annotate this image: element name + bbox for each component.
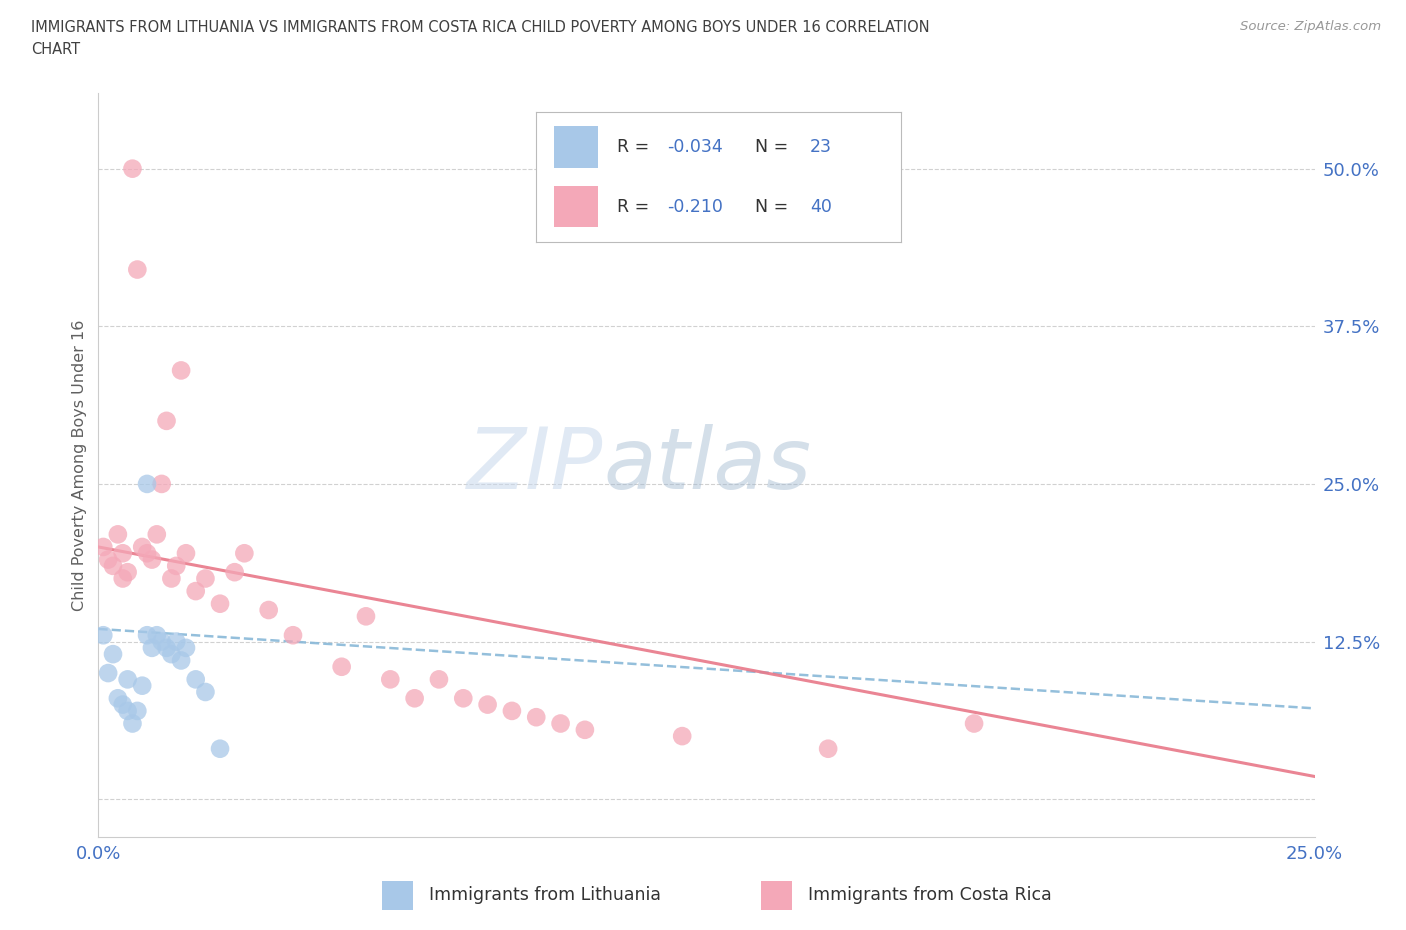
Point xyxy=(194,571,217,586)
FancyBboxPatch shape xyxy=(382,881,413,910)
Point xyxy=(141,641,163,656)
Text: Immigrants from Lithuania: Immigrants from Lithuania xyxy=(429,886,661,904)
Point xyxy=(107,527,129,542)
Point xyxy=(107,691,129,706)
Point xyxy=(817,741,839,756)
Point xyxy=(111,571,134,586)
Point xyxy=(194,684,217,699)
Point xyxy=(97,666,120,681)
Point xyxy=(131,539,153,554)
FancyBboxPatch shape xyxy=(762,881,793,910)
Point xyxy=(127,703,149,718)
Point xyxy=(136,628,159,643)
Point xyxy=(91,539,114,554)
Point xyxy=(111,698,134,712)
Point xyxy=(671,729,693,744)
Point xyxy=(524,710,547,724)
Point xyxy=(117,565,139,579)
Point xyxy=(330,659,353,674)
Point xyxy=(453,691,475,706)
Point xyxy=(131,678,153,693)
Point xyxy=(209,596,232,611)
Point xyxy=(117,703,139,718)
Point xyxy=(160,646,183,661)
Point xyxy=(101,558,124,573)
Point xyxy=(184,584,207,599)
Point xyxy=(91,628,114,643)
Text: ZIP: ZIP xyxy=(467,423,603,507)
Point xyxy=(477,698,499,712)
Point xyxy=(146,628,169,643)
Text: CHART: CHART xyxy=(31,42,80,57)
Text: atlas: atlas xyxy=(603,423,811,507)
Point xyxy=(427,672,450,687)
Point xyxy=(165,558,187,573)
Point xyxy=(97,552,120,567)
Point xyxy=(111,546,134,561)
Point xyxy=(233,546,256,561)
Point xyxy=(404,691,426,706)
Point xyxy=(150,634,173,649)
Point xyxy=(354,609,377,624)
Point xyxy=(184,672,207,687)
Point xyxy=(160,571,183,586)
Point xyxy=(121,716,143,731)
Point xyxy=(141,552,163,567)
Point xyxy=(209,741,232,756)
Point xyxy=(101,646,124,661)
Point xyxy=(150,476,173,491)
Point xyxy=(174,641,197,656)
Point xyxy=(170,653,193,668)
Point xyxy=(117,672,139,687)
Point xyxy=(136,476,159,491)
Point xyxy=(155,641,177,656)
Y-axis label: Child Poverty Among Boys Under 16: Child Poverty Among Boys Under 16 xyxy=(72,319,87,611)
Point xyxy=(121,161,143,176)
Point xyxy=(224,565,246,579)
Point xyxy=(281,628,304,643)
Point xyxy=(574,723,596,737)
Point xyxy=(127,262,149,277)
Point xyxy=(550,716,572,731)
Point xyxy=(165,634,187,649)
Point xyxy=(257,603,280,618)
Text: IMMIGRANTS FROM LITHUANIA VS IMMIGRANTS FROM COSTA RICA CHILD POVERTY AMONG BOYS: IMMIGRANTS FROM LITHUANIA VS IMMIGRANTS … xyxy=(31,20,929,35)
Point xyxy=(174,546,197,561)
Point xyxy=(136,546,159,561)
Point xyxy=(963,716,986,731)
Point xyxy=(155,414,177,429)
Point xyxy=(501,703,523,718)
Point xyxy=(170,363,193,378)
Point xyxy=(380,672,402,687)
Text: Immigrants from Costa Rica: Immigrants from Costa Rica xyxy=(807,886,1052,904)
Text: Source: ZipAtlas.com: Source: ZipAtlas.com xyxy=(1240,20,1381,33)
Point xyxy=(146,527,169,542)
